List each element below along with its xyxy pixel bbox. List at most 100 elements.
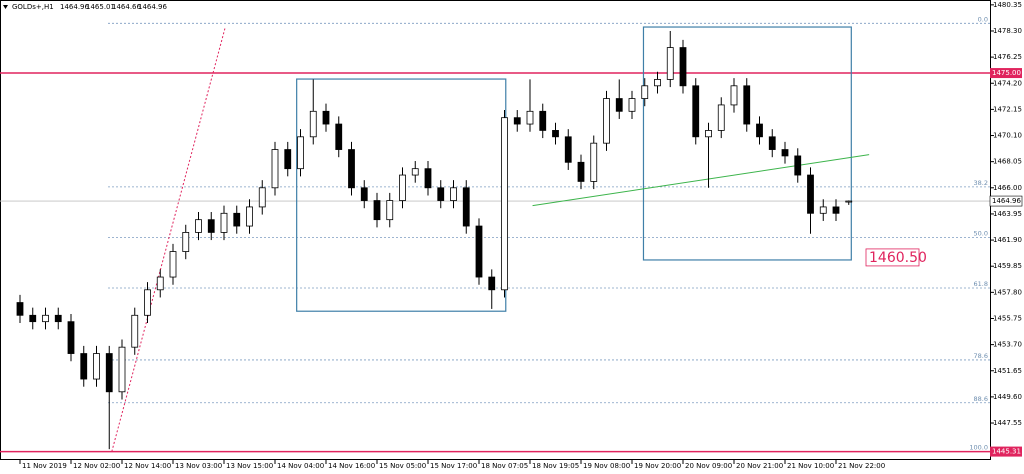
candle-body <box>475 225 483 278</box>
x-tick-label: 20 Nov 09:00 <box>685 462 732 470</box>
y-tick-label: 1461.90 <box>993 236 1022 244</box>
candle-body <box>182 232 190 252</box>
candle-body <box>399 174 406 201</box>
candle-body <box>819 206 827 214</box>
y-tick-label: 1457.80 <box>993 288 1022 296</box>
candle-body <box>807 174 814 214</box>
candle-body <box>411 168 419 176</box>
x-tick-label: 15 Nov 17:00 <box>430 462 477 470</box>
candle-body <box>246 206 253 227</box>
candle-body <box>526 110 534 125</box>
x-tick-label: 14 Nov 16:00 <box>328 462 375 470</box>
fib-label: 78.6 <box>974 352 988 360</box>
candle-body <box>794 155 802 176</box>
y-tick-label: 1478.30 <box>993 27 1022 35</box>
candle-body <box>335 123 343 150</box>
candle-body <box>615 98 623 112</box>
x-tick-label: 21 Nov 22:00 <box>838 462 885 470</box>
price-tag-label: 1445.31 <box>992 448 1021 456</box>
candle-body <box>309 110 317 138</box>
labels: 1480.35 1478.30 1476.25 1474.20 1472.15 1470.… <box>19 1 1023 470</box>
annotation-box <box>865 248 920 267</box>
menu-arrow[interactable] <box>3 5 8 9</box>
y-tick-label: 1453.70 <box>993 341 1022 349</box>
ohlc-low: 1464.66 <box>112 3 141 11</box>
y-tick-label: 1470.10 <box>993 132 1022 140</box>
y-tick-label: 1476.25 <box>993 53 1022 61</box>
price-tag-label: 1464.96 <box>992 197 1021 205</box>
candle-body <box>93 353 100 380</box>
rectangle <box>642 26 852 261</box>
candle-body <box>781 149 789 157</box>
ohlc-close: 1464.96 <box>138 3 167 11</box>
fib-label: 0.0 <box>978 15 988 23</box>
candle-body <box>284 149 292 170</box>
y-tick-label: 1472.15 <box>993 105 1022 113</box>
candle-body <box>679 47 687 87</box>
candles <box>16 30 853 450</box>
candle-body <box>131 314 139 348</box>
y-tick-label: 1466.00 <box>993 184 1022 192</box>
price-tag <box>989 195 1023 207</box>
fib-label: 50.0 <box>974 229 988 237</box>
price-tag-label: 1475.00 <box>992 69 1021 77</box>
y-tick-label: 1459.85 <box>993 262 1022 270</box>
x-tick-label: 18 Nov 19:05 <box>532 462 579 470</box>
price-tag <box>990 68 1022 79</box>
y-tick-label: 1463.95 <box>993 210 1022 218</box>
candle-body <box>705 130 712 138</box>
candle-body <box>564 136 572 163</box>
y-tick-label: 1447.55 <box>993 419 1022 427</box>
candle-body <box>501 117 508 291</box>
candle-body <box>271 149 279 189</box>
candle-body <box>207 219 215 233</box>
fib-label: 61.8 <box>974 280 988 288</box>
candle-body <box>437 187 445 201</box>
candle-body <box>603 98 610 144</box>
candle-body <box>67 321 75 354</box>
candle-body <box>488 276 496 291</box>
candle-body <box>692 85 700 138</box>
annotation-label: 1460.50 <box>869 250 927 266</box>
candle-body <box>513 117 521 125</box>
candle-body <box>29 314 37 323</box>
candle-body <box>628 98 636 112</box>
candle-body <box>258 187 266 208</box>
candle-body <box>845 200 853 203</box>
x-tick-label: 13 Nov 03:00 <box>175 462 222 470</box>
ohlc-open: 1464.96 <box>60 3 89 11</box>
candle-body <box>80 353 88 380</box>
candle-body <box>768 136 776 150</box>
x-tick-label: 12 Nov 14:00 <box>124 462 171 470</box>
x-tick-label: 11 Nov 2019 <box>22 462 67 470</box>
candle-body <box>730 85 738 106</box>
candle-body <box>297 136 304 170</box>
candle-body <box>373 200 381 221</box>
candle-body <box>220 212 228 233</box>
y-tick-label: 1455.75 <box>993 314 1022 322</box>
candle-body <box>156 276 164 291</box>
candle-body <box>462 187 470 227</box>
candle-body <box>450 187 457 201</box>
x-tick-label: 15 Nov 05:00 <box>379 462 426 470</box>
candle-body <box>539 110 547 131</box>
ohlc-high: 1465.01 <box>86 3 115 11</box>
plot-frame <box>0 0 991 460</box>
candle-body <box>16 302 24 316</box>
candle-body <box>590 142 598 182</box>
symbol: GOLDs+,H1 <box>12 3 54 11</box>
candle-body <box>832 206 840 214</box>
y-tick-label: 1480.35 <box>993 1 1022 9</box>
y-tick-label: 1451.65 <box>993 367 1022 375</box>
candle-body <box>105 353 113 393</box>
candle-body <box>666 47 674 80</box>
y-tick-label: 1468.05 <box>993 158 1022 166</box>
candle-body <box>322 110 330 125</box>
candle-body <box>360 187 368 201</box>
candle-body <box>169 251 177 278</box>
x-tick-label: 14 Nov 04:00 <box>277 462 324 470</box>
candle-body <box>756 123 763 138</box>
price-tag <box>990 446 1022 457</box>
candle-body <box>233 212 241 227</box>
